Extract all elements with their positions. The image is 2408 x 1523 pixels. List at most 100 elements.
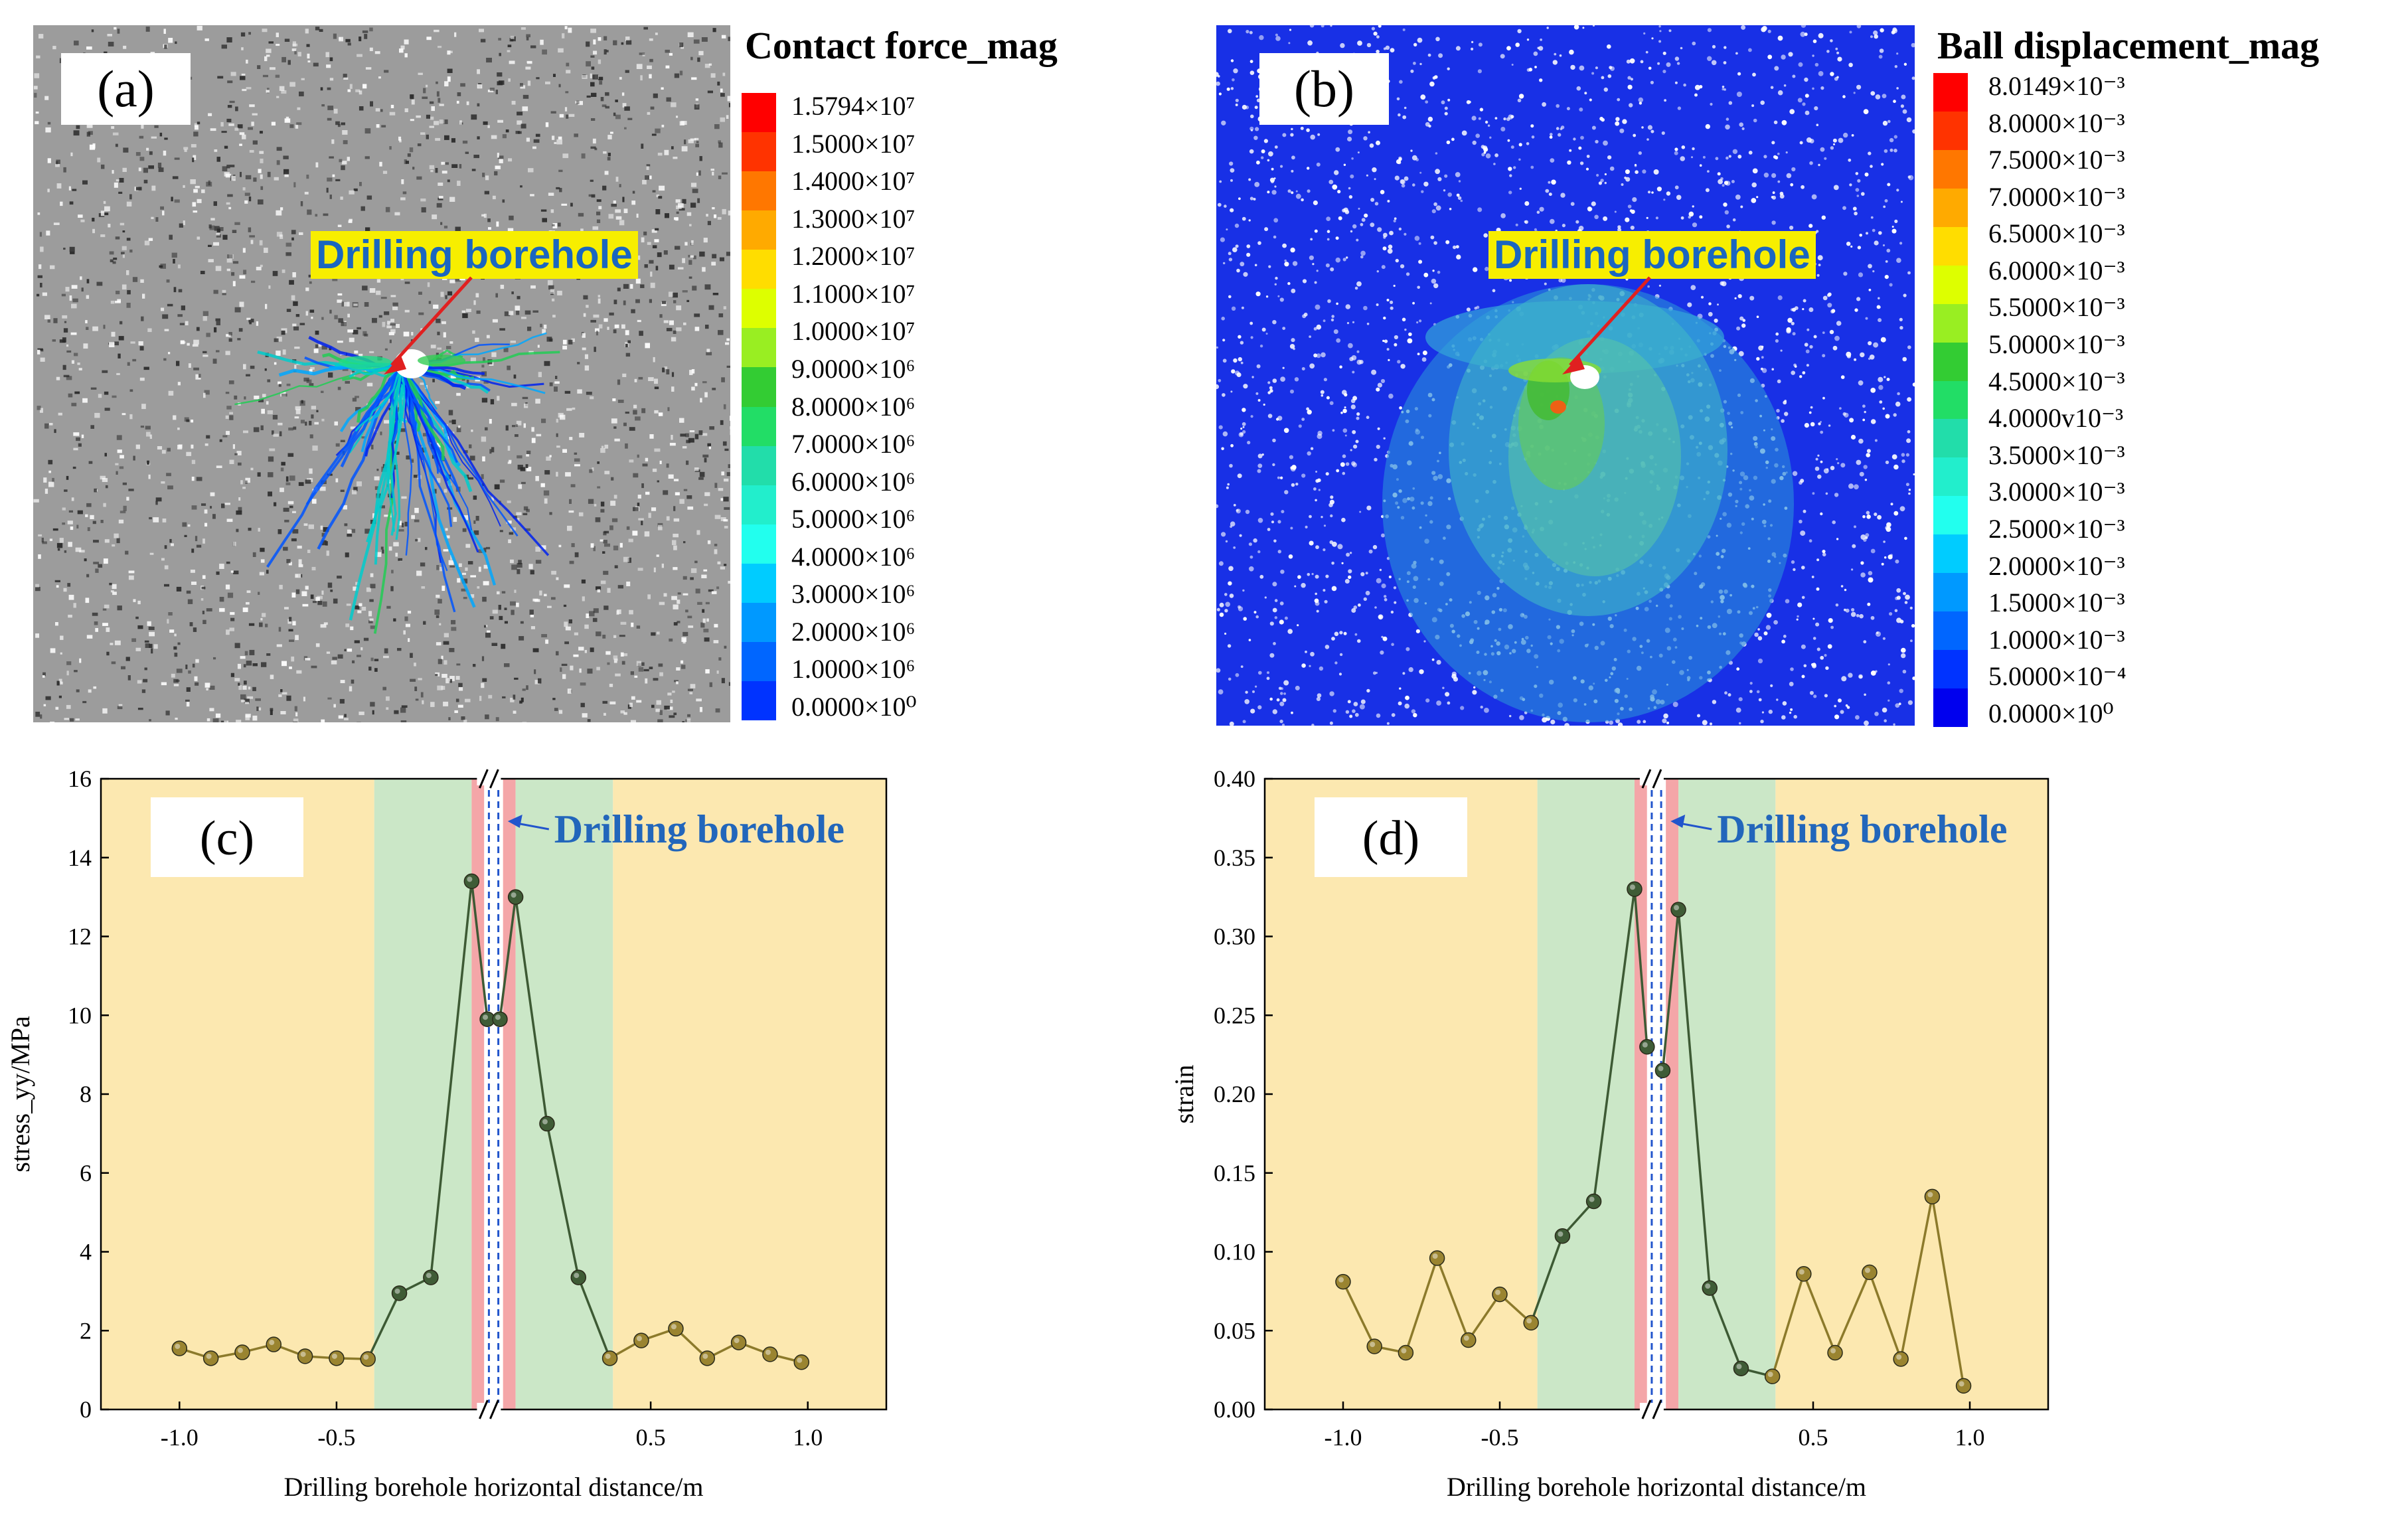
colorbar-tick-label: 6.0000×10⁶ bbox=[791, 466, 916, 497]
colorbar-swatch bbox=[742, 367, 776, 407]
y-tick-label: 0 bbox=[80, 1396, 92, 1423]
chart-c: 0 2 4 6 8 10 12 14 16 -1.0 -0.5 0.5 1.0 Drilling bore… bbox=[5, 765, 888, 1502]
data-point bbox=[668, 1321, 684, 1337]
colorbar-swatch bbox=[742, 289, 776, 329]
y-tick-label: 0.40 bbox=[1214, 765, 1255, 792]
colorbar-swatch bbox=[742, 132, 776, 172]
x-tick-label: -0.5 bbox=[317, 1424, 355, 1451]
zone-outer-left bbox=[101, 779, 374, 1409]
zone-outer-right bbox=[1775, 779, 2048, 1409]
data-point bbox=[297, 1348, 313, 1364]
data-point bbox=[360, 1351, 376, 1367]
colorbar-tick-label: 8.0000×10⁶ bbox=[791, 391, 916, 422]
data-point bbox=[507, 889, 524, 905]
colorbar-swatch bbox=[1933, 265, 1968, 304]
panel-b-image bbox=[1216, 25, 1915, 726]
data-point bbox=[1827, 1344, 1843, 1361]
panel-b-borehole-arrow bbox=[1562, 276, 1651, 374]
y-tick-label: 0.30 bbox=[1214, 923, 1255, 950]
colorbar-tick-label: 8.0149×10⁻³ bbox=[1988, 71, 2125, 101]
data-point bbox=[266, 1336, 282, 1352]
colorbar-tick-label: 1.5000×10⁻³ bbox=[1988, 588, 2125, 618]
colorbar-tick-label: 1.4000×10⁷ bbox=[791, 166, 916, 197]
chart-borehole-annotation: Drilling borehole bbox=[1717, 807, 2007, 851]
colorbar-swatch bbox=[742, 406, 776, 446]
colorbar-tick-label: 3.0000×10⁶ bbox=[791, 579, 916, 609]
y-tick-label: 0.20 bbox=[1214, 1081, 1255, 1107]
panel-a-colorbar-ticks: 1.5794×10⁷ 1.5000×10⁷ 1.4000×10⁷ 1.3000×10⁷… bbox=[791, 93, 917, 720]
colorbar-tick-label: 1.5000×10⁷ bbox=[791, 128, 916, 159]
y-tick-label: 10 bbox=[68, 1002, 92, 1028]
colorbar-swatch bbox=[1933, 73, 1968, 112]
data-point bbox=[1654, 1062, 1671, 1079]
zone-outer-right bbox=[613, 779, 886, 1409]
axis-break-mark bbox=[1639, 769, 1664, 789]
colorbar-tick-label: 0.0000×10⁰ bbox=[791, 692, 917, 722]
data-point bbox=[1893, 1351, 1909, 1367]
colorbar-tick-label: 5.5000×10⁻³ bbox=[1988, 292, 2125, 323]
data-point bbox=[539, 1115, 555, 1132]
colorbar-swatch bbox=[742, 445, 776, 485]
colorbar-swatch bbox=[742, 250, 776, 289]
x-tick-label: 1.0 bbox=[1955, 1424, 1985, 1451]
data-point bbox=[602, 1350, 618, 1366]
colorbar-swatch bbox=[1933, 149, 1968, 189]
colorbar-swatch bbox=[1933, 611, 1968, 651]
panel-b-colorbar-ticks: 8.0149×10⁻³ 8.0000×10⁻³ 7.5000×10⁻³ 7.0000×… bbox=[1988, 73, 2127, 727]
chart-borehole-annotation: Drilling borehole bbox=[554, 807, 844, 851]
y-tick-label: 0.15 bbox=[1214, 1160, 1255, 1186]
data-point bbox=[633, 1332, 649, 1348]
data-point bbox=[1366, 1338, 1382, 1354]
zone-borehole bbox=[1646, 779, 1666, 1409]
colorbar-tick-label: 8.0000×10⁻³ bbox=[1988, 108, 2125, 138]
y-tick-label: 6 bbox=[80, 1160, 92, 1186]
chart-d: 0.00 0.05 0.10 0.15 0.20 0.25 0.30 0.35 0.40 -1.0… bbox=[1169, 765, 2049, 1502]
data-point bbox=[1862, 1264, 1878, 1281]
y-axis-label: stress_yy/MPa bbox=[5, 1016, 35, 1172]
colorbar-swatch bbox=[742, 210, 776, 250]
colorbar-tick-label: 5.0000×10⁻⁴ bbox=[1988, 661, 2127, 692]
x-tick-label: 0.5 bbox=[1799, 1424, 1828, 1451]
colorbar-swatch bbox=[1933, 650, 1968, 688]
contact-force-field bbox=[33, 25, 730, 722]
data-point bbox=[1639, 1039, 1655, 1055]
data-point bbox=[1335, 1273, 1351, 1290]
colorbar-tick-label: 4.5000×10⁻³ bbox=[1988, 366, 2125, 396]
data-point bbox=[329, 1350, 345, 1366]
data-point bbox=[1461, 1332, 1477, 1348]
colorbar-tick-label: 1.1000×10⁷ bbox=[791, 278, 916, 309]
annotation-arrowhead bbox=[507, 815, 522, 828]
data-point bbox=[793, 1354, 809, 1370]
axis-break-mark bbox=[477, 769, 501, 789]
colorbar-swatch bbox=[742, 563, 776, 603]
x-tick-label: 1.0 bbox=[793, 1424, 823, 1451]
data-point bbox=[1924, 1188, 1941, 1205]
zone-fracture-left bbox=[1634, 779, 1647, 1409]
colorbar-swatch bbox=[1933, 303, 1968, 343]
panel-b-colorbar bbox=[1933, 73, 1968, 727]
colorbar-tick-label: 3.5000×10⁻³ bbox=[1988, 440, 2125, 470]
y-tick-label: 0.05 bbox=[1214, 1317, 1255, 1344]
colorbar-tick-label: 2.0000×10⁶ bbox=[791, 616, 916, 647]
data-point bbox=[1554, 1228, 1571, 1244]
colorbar-swatch bbox=[742, 485, 776, 524]
panel-a-colorbar bbox=[742, 93, 776, 720]
zone-plastic-left bbox=[1537, 779, 1635, 1409]
y-tick-label: 0.25 bbox=[1214, 1002, 1255, 1028]
data-point bbox=[762, 1346, 778, 1362]
zone-fracture-right bbox=[1666, 779, 1679, 1409]
colorbar-swatch bbox=[742, 602, 776, 642]
data-point bbox=[391, 1285, 408, 1301]
colorbar-swatch bbox=[1933, 419, 1968, 458]
zone-fracture-left bbox=[471, 779, 485, 1409]
data-point bbox=[1955, 1378, 1972, 1394]
colorbar-tick-label: 1.0000×10⁷ bbox=[791, 316, 916, 347]
zone-borehole bbox=[484, 779, 503, 1409]
data-point bbox=[1764, 1368, 1781, 1384]
y-tick-label: 12 bbox=[68, 923, 92, 950]
colorbar-tick-label: 3.0000×10⁻³ bbox=[1988, 477, 2125, 507]
data-point bbox=[570, 1269, 587, 1285]
data-point bbox=[1796, 1266, 1812, 1282]
x-axis-label: Drilling borehole horizontal distance/m bbox=[1447, 1472, 1866, 1502]
colorbar-swatch bbox=[1933, 226, 1968, 266]
